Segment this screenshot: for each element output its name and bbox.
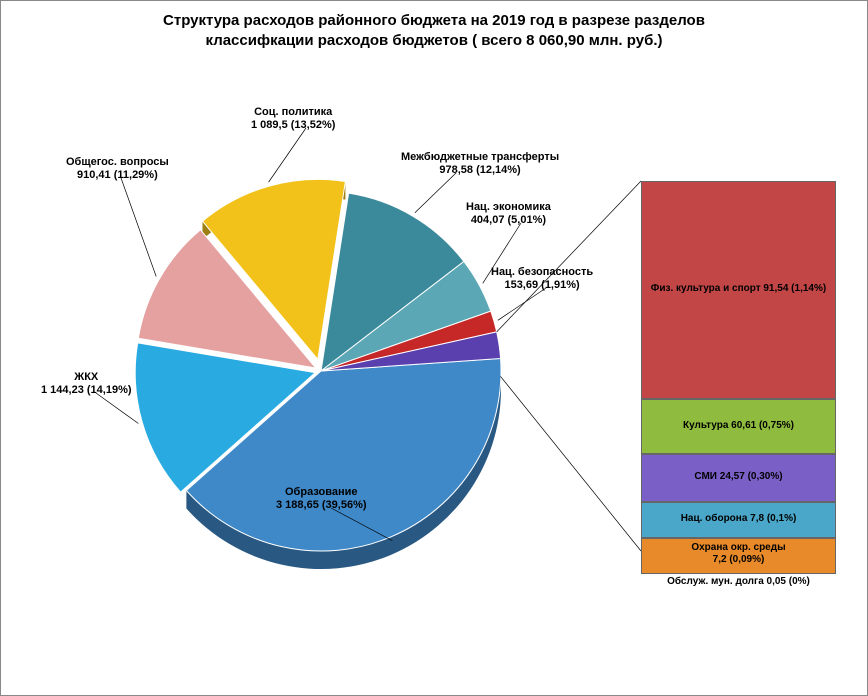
chart-title-line1: Структура расходов районного бюджета на …	[41, 11, 827, 31]
chart-container: Структура расходов районного бюджета на …	[0, 0, 868, 696]
breakout-footer: Обслуж. мун. долга 0,05 (0%)	[641, 576, 836, 588]
pie-label-name-social: Соц. политика	[251, 106, 335, 119]
chart-title: Структура расходов районного бюджета на …	[1, 1, 867, 56]
pie-label-name-economy: Нац. экономика	[466, 201, 551, 214]
pie-label-housing: ЖКХ1 144,23 (14,19%)	[41, 371, 132, 397]
pie-label-value-social: 1 089,5 (13,52%)	[251, 119, 335, 132]
pie-label-name-govt: Общегос. вопросы	[66, 156, 169, 169]
pie-label-govt: Общегос. вопросы910,41 (11,29%)	[66, 156, 169, 182]
pie-label-transfers: Межбюджетные трансферты978,58 (12,14%)	[401, 151, 559, 177]
pie-label-economy: Нац. экономика404,07 (5,01%)	[466, 201, 551, 227]
breakout-label-2: СМИ 24,57 (0,30%)	[641, 471, 836, 483]
pie-label-social: Соц. политика1 089,5 (13,52%)	[251, 106, 335, 132]
pie-label-value-economy: 404,07 (5,01%)	[466, 214, 551, 227]
pie-label-name-security: Нац. безопасность	[491, 266, 593, 279]
leader-housing	[96, 393, 138, 424]
leader-transfers	[415, 173, 456, 213]
pie-label-name-transfers: Межбюджетные трансферты	[401, 151, 559, 164]
breakout-label-4: Охрана окр. среды7,2 (0,09%)	[641, 542, 836, 565]
leader-govt	[121, 178, 156, 276]
pie-label-value-govt: 910,41 (11,29%)	[66, 169, 169, 182]
pie-label-name-education: Образование	[276, 486, 367, 499]
pie-label-value-education: 3 188,65 (39,56%)	[276, 499, 367, 512]
pie-label-name-housing: ЖКХ	[41, 371, 132, 384]
breakout-label-0: Физ. культура и спорт 91,54 (1,14%)	[641, 283, 836, 295]
leader-social	[269, 128, 306, 182]
plot-area: Образование3 188,65 (39,56%) ЖКХ1 144,23 …	[1, 71, 868, 691]
chart-title-line2: классифкации расходов бюджетов ( всего 8…	[41, 31, 827, 51]
breakout-connector-bottom	[501, 376, 641, 551]
pie-label-value-housing: 1 144,23 (14,19%)	[41, 384, 132, 397]
breakout-label-3: Нац. оборона 7,8 (0,1%)	[641, 513, 836, 525]
leader-security	[498, 288, 546, 320]
breakout-label-1: Культура 60,61 (0,75%)	[641, 420, 836, 432]
pie-label-value-transfers: 978,58 (12,14%)	[401, 164, 559, 177]
pie-label-value-security: 153,69 (1,91%)	[491, 279, 593, 292]
pie-label-education: Образование3 188,65 (39,56%)	[276, 486, 367, 512]
pie-label-security: Нац. безопасность153,69 (1,91%)	[491, 266, 593, 292]
